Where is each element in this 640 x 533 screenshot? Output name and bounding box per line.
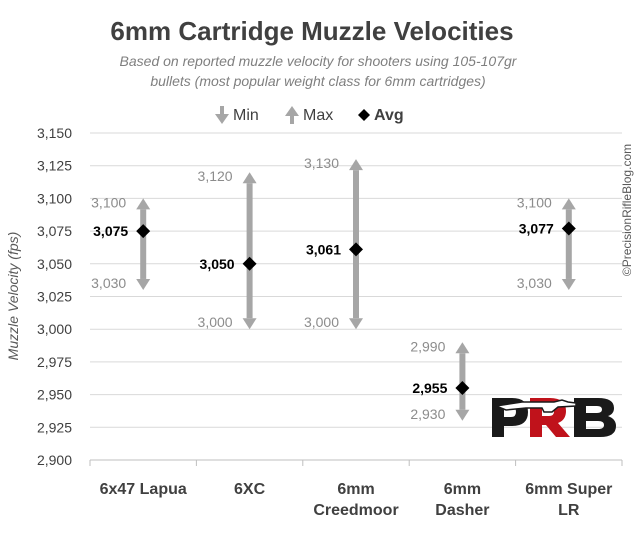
avg-data-label: 2,955 [412, 380, 447, 396]
x-axis-ticks [89, 460, 623, 466]
max-data-label: 3,130 [304, 155, 339, 171]
min-data-label: 3,030 [91, 275, 126, 291]
avg-point [455, 381, 470, 396]
range-bar [246, 183, 253, 319]
range-bar [565, 209, 572, 279]
min-arrow [455, 409, 470, 421]
legend-avg-label: Avg [374, 107, 404, 124]
y-tick-labels: 2,900 2,925 2,950 2,975 3,000 3,025 3,050 3,075… [37, 125, 72, 468]
y-tick-label: 2,925 [37, 419, 72, 435]
x-tick-label: 6x47 Lapua [100, 481, 187, 498]
x-tick-label: 6XC [234, 481, 266, 498]
y-tick-label: 3,000 [37, 321, 72, 337]
min-arrow [349, 318, 363, 330]
y-tick-label: 2,975 [37, 354, 72, 370]
y-tick-label: 3,125 [37, 158, 72, 174]
y-tick-label: 3,100 [37, 190, 72, 206]
min-data-label: 3,000 [198, 314, 233, 330]
range-marks [136, 159, 576, 421]
y-tick-label: 2,950 [37, 387, 72, 403]
avg-point [136, 224, 151, 239]
avg-point [349, 242, 363, 257]
legend-max-arrow-icon [285, 106, 299, 124]
y-tick-label: 3,050 [37, 256, 72, 272]
range-bar [140, 209, 147, 279]
min-arrow [561, 278, 576, 290]
prb-logo-b [574, 398, 616, 437]
min-data-label: 3,000 [304, 314, 339, 330]
avg-data-label: 3,077 [519, 220, 554, 236]
max-data-label: 3,100 [517, 194, 552, 210]
y-tick-label: 2,900 [37, 452, 72, 468]
data-labels: 3,100 3,030 3,075 3,120 3,000 3,050 3,130 3,000… [91, 155, 554, 422]
min-data-label: 3,030 [517, 275, 552, 291]
max-arrow [349, 159, 363, 171]
avg-data-label: 3,050 [200, 256, 235, 272]
watermark: ©PrecisionRifleBlog.com [620, 144, 634, 276]
legend-item-max: Max [285, 106, 333, 124]
legend: Min Max Avg [215, 106, 404, 124]
avg-point [561, 221, 576, 236]
avg-data-label: 3,075 [93, 223, 128, 239]
x-tick-labels: 6x47 Lapua 6XC 6mm Creedmoor 6mm Dasher 6mm Su… [100, 481, 613, 519]
max-data-label: 2,990 [410, 338, 445, 354]
max-data-label: 3,120 [198, 168, 233, 184]
min-data-label: 2,930 [410, 406, 445, 422]
chart-title: 6mm Cartridge Muzzle Velocities [110, 16, 513, 46]
x-tick-label: 6mm Creedmoor [313, 481, 398, 519]
y-tick-label: 3,075 [37, 223, 72, 239]
max-arrow [242, 172, 257, 184]
chart-subtitle-line-2: bullets (most popular weight class for 6… [150, 73, 485, 89]
max-arrow [136, 198, 151, 210]
avg-data-label: 3,061 [306, 241, 341, 257]
legend-item-avg: Avg [358, 107, 404, 124]
min-arrow [136, 278, 151, 290]
legend-avg-diamond-icon [358, 109, 370, 121]
min-arrow [242, 318, 257, 330]
max-data-label: 3,100 [91, 194, 126, 210]
x-tick-label: 6mm Super LR [525, 481, 612, 519]
y-tick-label: 3,025 [37, 289, 72, 305]
y-tick-label: 3,150 [37, 125, 72, 141]
legend-min-label: Min [233, 107, 259, 124]
max-arrow [561, 198, 576, 210]
x-tick-label: 6mm Dasher [435, 481, 489, 519]
avg-point [242, 256, 257, 271]
prb-logo [492, 398, 616, 437]
max-arrow [455, 342, 470, 354]
rifle-silhouette-icon [493, 399, 577, 413]
legend-max-label: Max [303, 107, 333, 124]
chart-subtitle-line-1: Based on reported muzzle velocity for sh… [120, 53, 518, 69]
legend-item-min: Min [215, 106, 259, 124]
y-axis-label: Muzzle Velocity (fps) [5, 232, 21, 361]
legend-min-arrow-icon [215, 106, 229, 124]
